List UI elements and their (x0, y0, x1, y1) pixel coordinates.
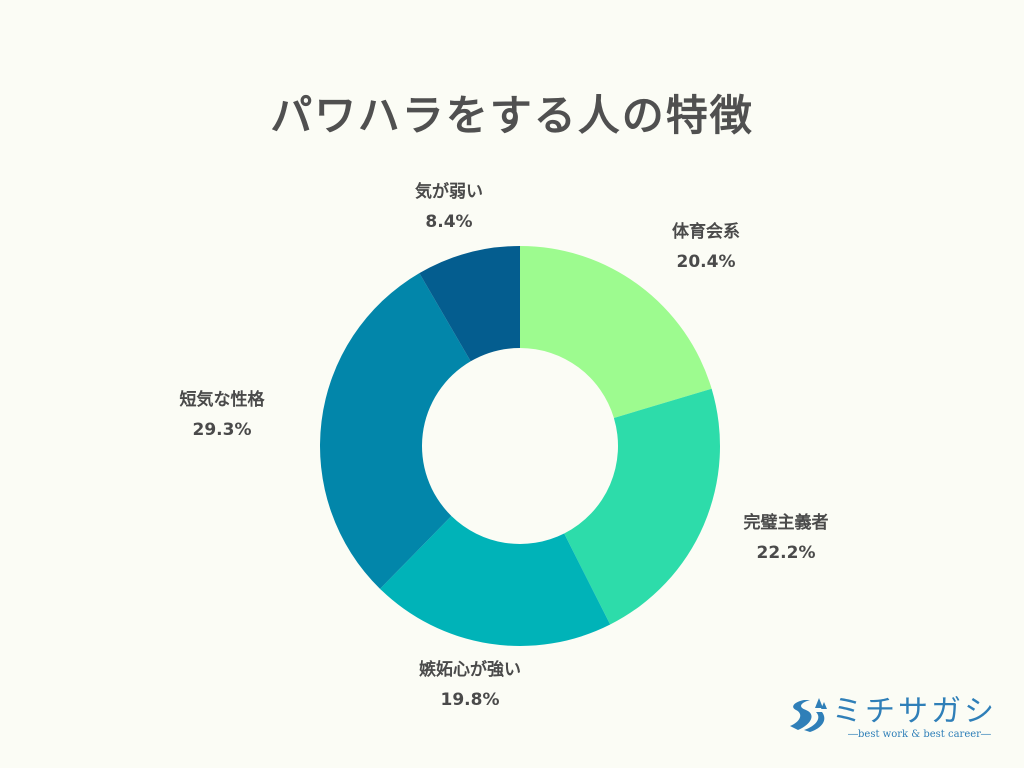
slice-value-label: 29.3% (193, 420, 252, 440)
slice-label: 体育会系 (672, 221, 740, 242)
donut-slice (380, 515, 611, 646)
donut-slice (419, 246, 520, 362)
slice-value-label: 19.8% (441, 690, 500, 710)
slice-value-label: 8.4% (425, 212, 472, 232)
slice-value-label: 20.4% (677, 252, 736, 272)
logo-name: ミチサガシ (832, 694, 997, 729)
slice-label: 嫉妬心が強い (419, 659, 521, 680)
donut-slice (319, 273, 471, 589)
logo-tagline: ―best work & best career― (848, 729, 991, 740)
slice-label: 短気な性格 (180, 389, 266, 410)
slice-label: 完璧主義者 (744, 512, 829, 533)
slice-label: 気が弱い (414, 181, 483, 202)
chart-title: パワハラをする人の特徴 (270, 91, 754, 140)
road-logo-icon (790, 698, 827, 732)
slice-value-label: 22.2% (757, 543, 816, 563)
donut-slice (520, 246, 712, 418)
brand-logo: ミチサガシ ―best work & best career― (786, 690, 1001, 746)
donut-slice (564, 388, 720, 625)
